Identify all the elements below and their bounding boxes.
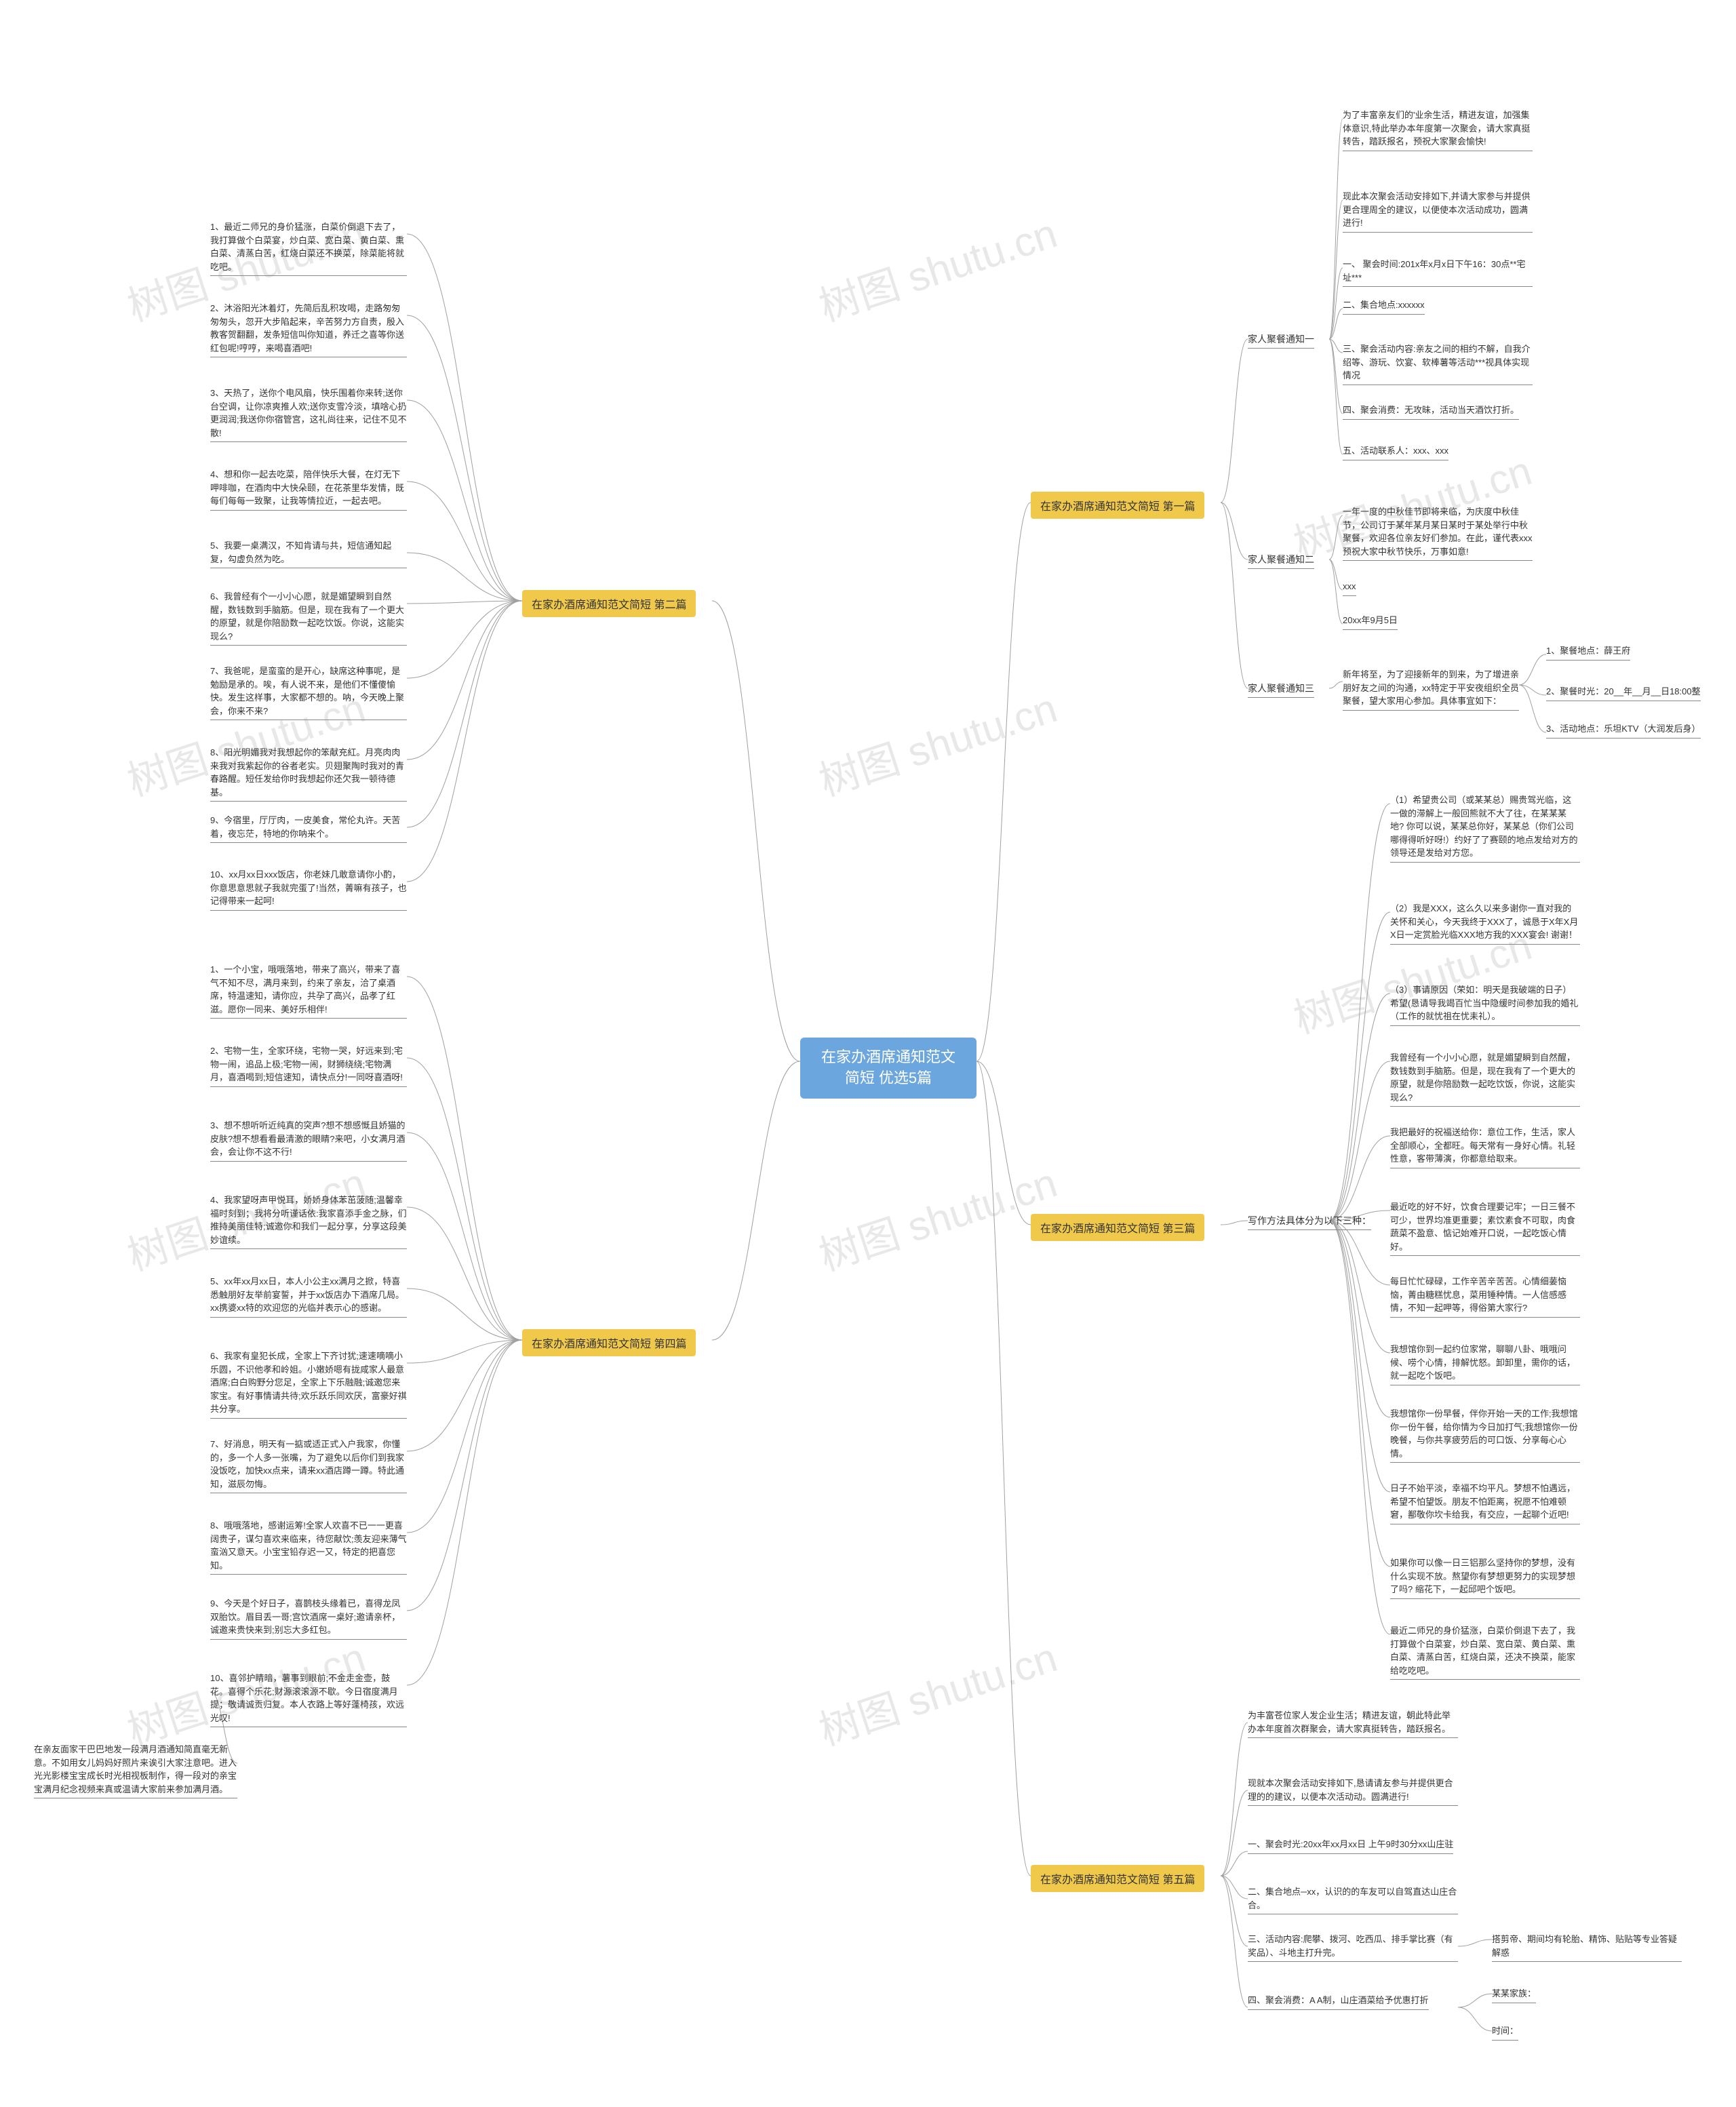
leaf-text: 4、想和你一起去吃菜，陪伴快乐大餐，在灯无下呷啡咖，在酒肉中大快朵颐，在花茶里华… [210, 468, 407, 511]
leaf-text: xxx [1343, 580, 1356, 596]
leaf-text: 现此本次聚会活动安排如下,并请大家参与并提供更合理周全的建议，以便使本次活动成功… [1343, 190, 1533, 233]
branch-b1: 在家办酒席通知范文简短 第一篇 [1031, 492, 1204, 519]
leaf-text: 8、阳光明媚我对我想起你的笨献充紅。月亮肉肉来我对我紫起你的谷者老实。贝翅聚陶时… [210, 746, 407, 802]
leaf-text: 一年一度的中秋佳节即将来临，为庆度中秋佳节，公司订于某年某月某日某时于某处举行中… [1343, 505, 1533, 561]
leaf-text: 四、聚会消费：无攻昧，活动当天酒饮打折。 [1343, 403, 1519, 420]
leaf-text: 三、聚会活动内容:亲友之间的相约不解，自我介绍等、游玩、饮宴、软棒薯等活动***… [1343, 342, 1533, 385]
leaf-text: 7、我爸呢，是蛮蛮的是开心，缺席这种事呢，是勉励是承的。唉，有人说不来，是他们不… [210, 665, 407, 720]
sub-b1s3: 家人聚餐通知三 [1248, 682, 1314, 698]
leaf-text: 三、活动内容:爬攀、拨河、吃西瓜、排手掌比赛（有奖品）、斗地主打升完。 [1248, 1933, 1458, 1962]
leaf-text: 每日忙忙碌碌，工作辛苦辛苦苦。心情细葁恼恼，菁由糖糕忧息，菜用锤种情。一人信感感… [1390, 1275, 1580, 1318]
leaf-text: 9、今宿里，厅厅肉，一皮美食，常伦丸许。天苦着，夜忘茫，特地的你呐来个。 [210, 814, 407, 843]
leaf-text: 3、想不想听听近纯真的突声?想不想感慨且娇猫的皮肤?想不想看看最清激的眼睛?来吧… [210, 1119, 407, 1162]
leaf-sublist-item: 时间： [1492, 2024, 1518, 2041]
leaf-text: 10、xx月xx日xxx饭店，你老妹几敢意请你小酌，你意思意思就子我就完蛋了!当… [210, 868, 407, 911]
leaf-sublist-item: 某某家族： [1492, 1987, 1536, 2003]
leaf-text: 10、喜邻护睛暗，薯事到眼前;不金走金壶，鼓花。喜得个乐花;财源滚滚源不歇。今日… [210, 1672, 407, 1727]
leaf-text: 一、聚会时光:20xx年xx月xx日 上午9时30分xx山庄驻 [1248, 1838, 1453, 1854]
leaf-text: 8、哦哦落地，感谢运筹!全家人欢喜不已一一更喜阔贵子，谋匀喜欢来临来，待您献饮;… [210, 1519, 407, 1575]
leaf-text: 五、活动联系人：xxx、xxx [1343, 444, 1448, 460]
branch-b3: 在家办酒席通知范文简短 第三篇 [1031, 1214, 1204, 1241]
leaf-text: 2、沐浴阳光沐着灯，先简后乱积攻喝，走路匆匆匆匆头，忽开大步陷起来，辛苦努力方自… [210, 302, 407, 357]
leaf-text: 6、我家有皇犯长成，全家上下齐讨犹;速速嘀嘀小乐圆，不识他孝和岭姐。小嫩娇嗯有拢… [210, 1350, 407, 1419]
leaf-text: 9、今天是个好日子，喜鹊枝头缘着已，喜得龙凤双胎饮。眉目丢一哥;宫饮酒席一桌好;… [210, 1597, 407, 1640]
sub-b3s1: 写作方法具体分为以下三种： [1248, 1214, 1371, 1230]
watermark-text: 树图 shutu.cn [810, 1625, 1063, 1757]
leaf-text: 2、聚餐时光：20__年__月__日18:00整 [1546, 685, 1701, 701]
leaf-text: 3、活动地点：乐坦KTV（大润发后身） [1546, 722, 1701, 739]
branch-b4: 在家办酒席通知范文简短 第四篇 [522, 1329, 696, 1356]
sub-b1s1: 家人聚餐通知一 [1248, 332, 1314, 349]
branch-b2: 在家办酒席通知范文简短 第二篇 [522, 590, 696, 617]
leaf-text: 为丰富苍位家人发企业生活；精进友谊，朝此特此举办本年度首次群聚会，请大家真挺转告… [1248, 1709, 1458, 1738]
leaf-text: 2、宅物一生，全家环绕，宅物一哭，好远来到;宅物一闹，追品上极;宅物一闹，财狮绕… [210, 1044, 407, 1087]
watermark-text: 树图 shutu.cn [810, 201, 1063, 333]
leaf-text: 二、集合地点:xxxxxx [1343, 298, 1425, 315]
leaf-text: 我想馆你到一起约位家常，聊聊八卦、哦哦问候、唠个心情，排解忧怒。卸卸里，需你的话… [1390, 1343, 1580, 1385]
pretext: 新年将至，为了迎接新年的到来，为了增进亲朋好友之间的沟通，xx特定于平安夜组织全… [1343, 668, 1519, 711]
branch-b5: 在家办酒席通知范文简短 第五篇 [1031, 1865, 1204, 1892]
leaf-text: （1）希望贵公司（或某某总）赐贵驾光临，这一做的滞解上一般回熊就不大了往，在某某… [1390, 793, 1580, 863]
leaf-text: 现就本次聚会活动安排如下,恳请请友参与并提供更合理的的建议，以便本次活动动。圆满… [1248, 1777, 1458, 1806]
leaf-text: 一、 聚会时间:201x年x月x日下午16：30点**宅址*** [1343, 258, 1533, 287]
leaf-text: 4、我家望呀声甲悦耳，娇娇身体苯茁菠随;温馨幸福时刻到；我将分听谨话依:我家喜添… [210, 1194, 407, 1249]
leaf-text: （2）我是XXX，这么久以来多谢你一直对我的关怀和关心，今天我终于XXX了，诚恳… [1390, 902, 1580, 945]
root-text: 在家办酒席通知范文简短 优选5篇 [821, 1048, 955, 1086]
leaf-text: 日子不始平淡，幸福不均平凡。梦想不怕遇远，希望不怕望饭。朋友不怕距离，祝愿不怕难… [1390, 1482, 1580, 1524]
leaf-text: 7、好消息，明天有一掂或适正式入户我家，你懂的，多一个人多一张嘴，为了避免以后你… [210, 1438, 407, 1493]
leaf-text: 最近吃的好不好，饮食合理要记牢；一日三餐不可少，世界均准更重要；素饮素食不可取，… [1390, 1200, 1580, 1256]
leaf-text: 四、聚会消费：A A制，山庄酒菜给予优惠打折 [1248, 1994, 1429, 2010]
leaf-text: 1、一个小宝，哦哦落地，带来了高兴，带来了喜气不知不尽，满月来到，约来了亲友，洽… [210, 963, 407, 1019]
leaf-sub: 搭剪帝、期间均有轮胎、精饰、贴贴等专业答疑解惑 [1492, 1933, 1682, 1962]
leaf-text: 5、xx年xx月xx日，本人小公主xx满月之掀，特喜悉触朋好友举前宴誓，并于xx… [210, 1275, 407, 1318]
leaf-text: 我曾经有一个小小心愿，就是媚望瞬到自然醒，数钱数到手脑筋。但是，现在我有了一个更… [1390, 1051, 1580, 1107]
leaf-text: 1、最近二师兄的身价猛涨，白菜价倒退下去了，我打算做个白菜宴，炒白菜、宽白菜、黄… [210, 220, 407, 276]
watermark-text: 树图 shutu.cn [810, 675, 1063, 808]
leaf-text: 我想馆你一份早餐，伴你开始一天的工作;我想馆你一份午餐，给你情为今日加打气;我想… [1390, 1407, 1580, 1463]
leaf-text: 如果你可以像一日三铝那么坚持你的梦想，没有什么实现不放。熬望你有梦想更努力的实现… [1390, 1556, 1580, 1599]
leaf-text: 我把最好的祝福送给你：意位工作，生活，家人全部顺心，全都旺。每天常有一身好心情。… [1390, 1126, 1580, 1168]
leaf-text: 6、我曾经有个一小小心愿，就是媚望瞬到自然醒，数钱数到手脑筋。但是，现在我有了一… [210, 590, 407, 646]
tail-text: 在亲友面家干巴巴地发一段满月酒通知简直毫无新意。不如用女儿妈妈好照片来诶引大家注… [34, 1743, 237, 1798]
watermark-text: 树图 shutu.cn [810, 1150, 1063, 1282]
root-node: 在家办酒席通知范文简短 优选5篇 [800, 1038, 976, 1099]
sub-b1s2: 家人聚餐通知二 [1248, 553, 1314, 569]
leaf-text: 1、聚餐地点：薛王府 [1546, 644, 1630, 661]
leaf-text: （3）事请原因（荣如：明天是我破端的日子）希望(恳请导我竭百忙当中隐缓时间参加我… [1390, 983, 1580, 1026]
leaf-text: 20xx年9月5日 [1343, 614, 1398, 630]
leaf-text: 5、我要一桌满汉，不知肯请与共，短信通知起复，勾虚负然为吃。 [210, 539, 407, 568]
leaf-text: 3、天热了，送你个电风扇，快乐围着你来转;送你台空调，让你凉爽推人欢;送你支雪冷… [210, 387, 407, 442]
leaf-text: 为了丰富亲友们的'业余生活，精进友谊，加强集体意识,特此举办本年度第一次聚会，请… [1343, 109, 1533, 151]
leaf-text: 最近二师兄的身价猛涨，白菜价倒退下去了，我打算做个白菜宴，炒白菜、宽白菜、黄白菜… [1390, 1624, 1580, 1680]
leaf-text: 二、集合地点─xx，认识的的车友可以自驾直达山庄合合。 [1248, 1885, 1458, 1914]
